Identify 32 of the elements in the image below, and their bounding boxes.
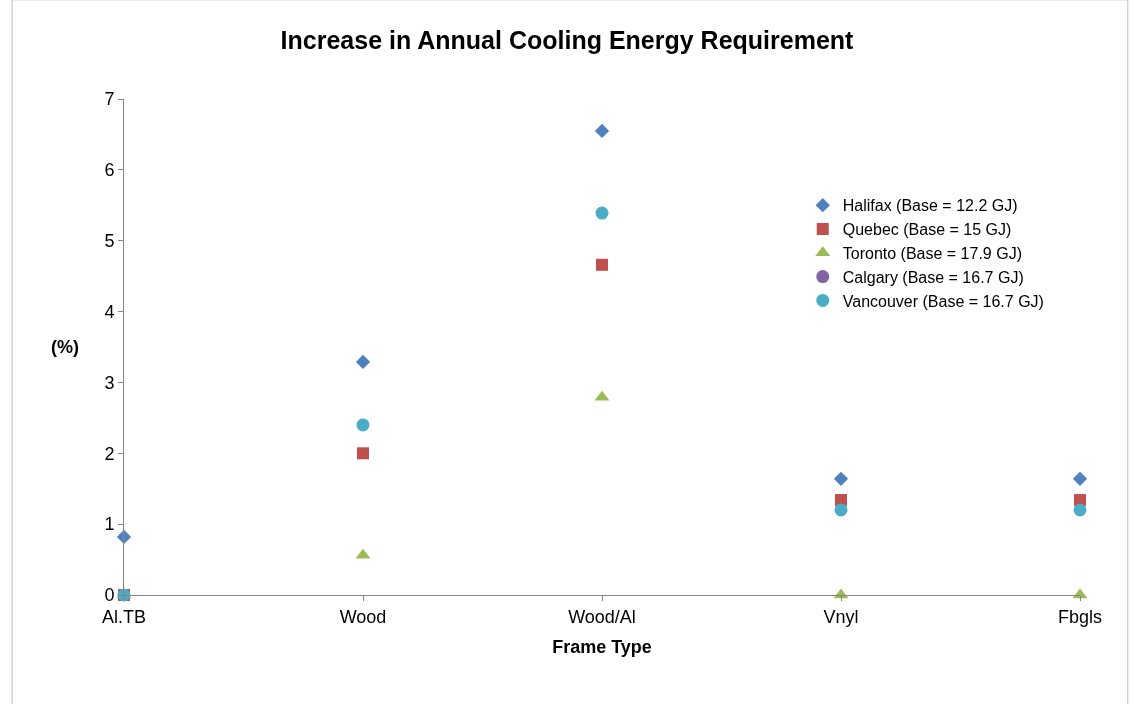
point xyxy=(594,123,610,139)
x-tick-label: Wood/Al xyxy=(568,606,636,627)
x-axis-title: Frame Type xyxy=(552,636,652,657)
point xyxy=(355,354,371,370)
x-tick-label: Al.TB xyxy=(101,606,147,627)
legend-label: Vancouver (Base = 16.7 GJ) xyxy=(842,292,1044,310)
y-tick-label: 1 xyxy=(104,514,115,535)
y-tick-label: 3 xyxy=(104,372,115,393)
chart-title: Increase in Annual Cooling Energy Requirement xyxy=(280,26,855,55)
point xyxy=(356,418,370,432)
y-axis-title: (%) xyxy=(51,337,79,357)
y-tick-label: 7 xyxy=(104,89,115,110)
y-tick-label: 5 xyxy=(104,231,115,252)
y-tick-label: 0 xyxy=(104,585,115,606)
point xyxy=(595,206,609,220)
x-tick-label: Vnyl xyxy=(823,606,859,627)
point xyxy=(1073,503,1087,517)
legend-label: Quebec (Base = 15 GJ) xyxy=(842,221,1012,239)
x-tick-label: Wood xyxy=(339,606,387,627)
x-tick-label: Fbgls xyxy=(1057,606,1103,627)
y-tick-label: 2 xyxy=(104,443,115,464)
y-tick-label: 4 xyxy=(104,301,115,322)
point xyxy=(116,529,132,545)
legend-label: Calgary (Base = 16.7 GJ) xyxy=(842,268,1024,286)
y-tick-label: 6 xyxy=(104,160,115,181)
point xyxy=(596,258,608,271)
point xyxy=(833,471,849,486)
legend-label: Toronto (Base = 17.9 GJ) xyxy=(842,245,1022,263)
point xyxy=(357,447,369,460)
point xyxy=(1072,471,1088,486)
point xyxy=(834,503,848,517)
legend-label: Halifax (Base = 12.2 GJ) xyxy=(842,197,1018,215)
